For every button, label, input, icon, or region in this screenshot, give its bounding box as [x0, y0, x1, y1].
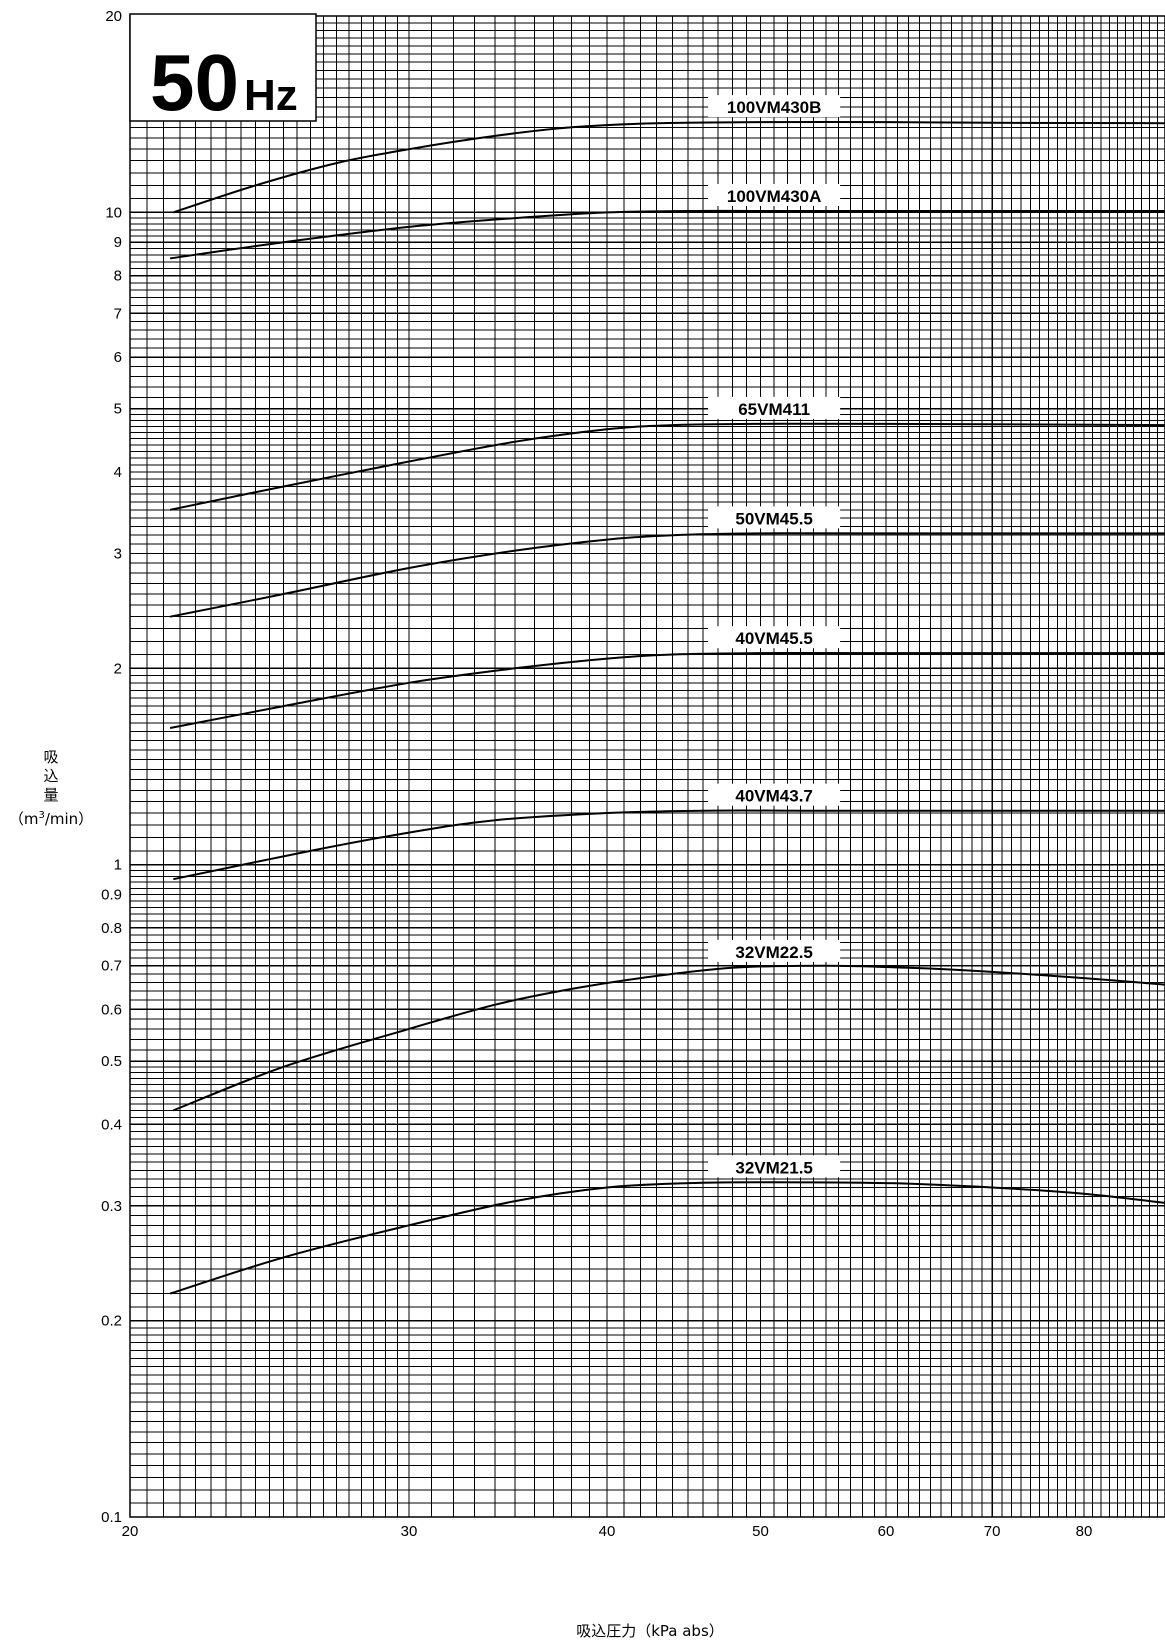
- x-tick-label: 60: [878, 1523, 895, 1540]
- series-label-bg: [708, 626, 841, 649]
- chart-grid: [129, 15, 1165, 1518]
- series-line-100VM430B: [172, 121, 1165, 214]
- y-tick-label: 0.8: [101, 920, 122, 937]
- y-tick-label: 0.4: [101, 1116, 122, 1133]
- y-tick-label: 10: [105, 204, 122, 221]
- y-axis-unit-prefix: （m: [9, 810, 39, 828]
- y-tick-label: 2: [114, 660, 122, 677]
- series-label-bg: [708, 783, 841, 806]
- x-tick-label: 80: [1076, 1523, 1093, 1540]
- y-axis-ticks: 0.1 0.2 0.3 0.4 0.5 0.6 0.7 0.8 0.9 1 2 3 4 5 6 7 8 9 10 20: [101, 8, 122, 1526]
- x-tick-label: 40: [599, 1523, 616, 1540]
- series-label-bg: [708, 95, 841, 118]
- y-tick-label: 5: [114, 401, 122, 418]
- x-tick-label: 70: [984, 1523, 1001, 1540]
- y-tick-label: 3: [114, 545, 122, 562]
- series-label-65VM411: 65VM411: [738, 400, 810, 419]
- series-line-65VM411: [169, 422, 1165, 511]
- y-axis-title: 吸 込 量 （m3/min）: [9, 748, 93, 828]
- y-tick-label: 0.9: [101, 887, 122, 904]
- x-axis-ticks: 20 30 40 50 60 70 80: [122, 1523, 1093, 1540]
- series-label-bg: [708, 1155, 841, 1178]
- y-axis-title-line-2: 込: [43, 767, 58, 785]
- frequency-badge: 50 Hz: [129, 13, 317, 127]
- series-line-50VM45.5: [169, 532, 1165, 618]
- plot-frame: [129, 15, 1165, 1518]
- series-line-32VM22.5: [172, 964, 1165, 1112]
- y-tick-label: 20: [105, 8, 122, 25]
- y-tick-label: 8: [114, 268, 122, 285]
- y-tick-label: 7: [114, 305, 122, 322]
- y-axis-title-line-3: 量: [43, 786, 58, 804]
- y-axis-unit: （m3/min）: [9, 810, 93, 828]
- series-line-32VM21.5: [169, 1181, 1165, 1295]
- x-tick-label: 20: [122, 1523, 139, 1540]
- series-label-100VM430A: 100VM430A: [727, 187, 822, 206]
- y-tick-label: 0.1: [101, 1509, 122, 1526]
- x-tick-label: 30: [401, 1523, 418, 1540]
- series-label-50VM45.5: 50VM45.5: [735, 509, 813, 528]
- series-label-40VM43.7: 40VM43.7: [735, 787, 813, 806]
- y-tick-label: 0.5: [101, 1053, 122, 1070]
- series-label-bg: [708, 183, 841, 206]
- series-line-40VM45.5: [169, 652, 1165, 729]
- badge-number: 50: [150, 38, 239, 127]
- series-label-bg: [708, 506, 841, 529]
- y-axis-title-line-1: 吸: [43, 748, 58, 766]
- y-axis-unit-sup: 3: [38, 810, 44, 821]
- y-tick-label: 0.7: [101, 958, 122, 975]
- y-axis-unit-suffix: /min）: [45, 810, 93, 828]
- y-tick-label: 9: [114, 234, 122, 251]
- y-tick-label: 6: [114, 349, 122, 366]
- series-labels: 100VM430B 100VM430A 65VM411 50VM45.5 40VM45.…: [708, 95, 841, 1178]
- x-tick-label: 50: [752, 1523, 769, 1540]
- series-label-bg: [708, 939, 841, 962]
- x-axis-title: 吸込圧力（kPa abs）: [576, 1622, 724, 1640]
- series-line-100VM430A: [169, 209, 1165, 260]
- series-label-bg: [708, 396, 841, 419]
- y-tick-label: 0.2: [101, 1313, 122, 1330]
- y-tick-label: 0.3: [101, 1198, 122, 1215]
- series-label-32VM22.5: 32VM22.5: [735, 943, 813, 962]
- series-label-40VM45.5: 40VM45.5: [735, 629, 813, 648]
- y-tick-label: 0.6: [101, 1001, 122, 1018]
- series-curves: [169, 121, 1165, 1295]
- badge-unit: Hz: [244, 71, 298, 120]
- series-line-40VM43.7: [173, 809, 1165, 881]
- y-tick-label: 4: [114, 464, 122, 481]
- y-tick-label: 1: [114, 857, 122, 874]
- series-label-32VM21.5: 32VM21.5: [735, 1158, 813, 1177]
- series-label-100VM430B: 100VM430B: [727, 98, 822, 117]
